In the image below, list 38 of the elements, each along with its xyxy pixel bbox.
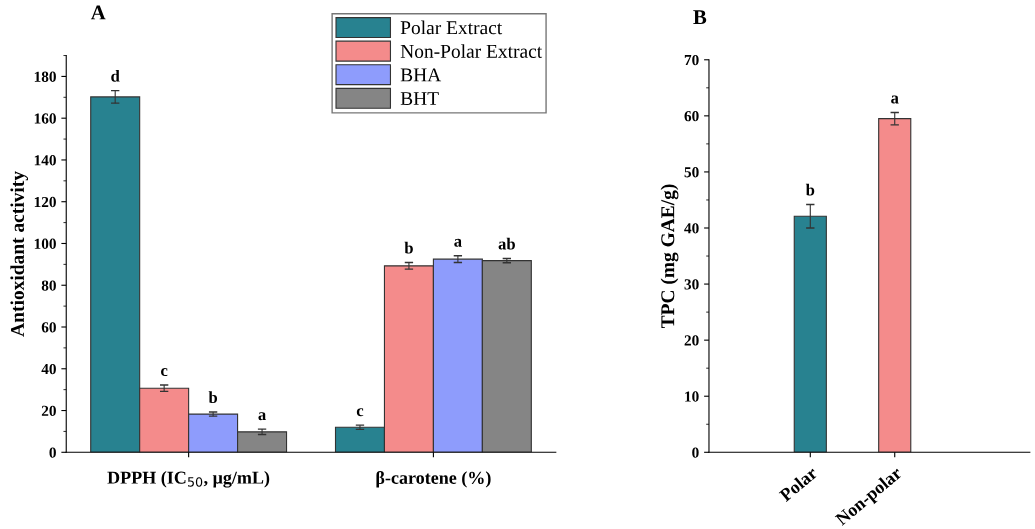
- y-tick-label: 50: [684, 167, 699, 178]
- y-tick-label: 60: [684, 110, 699, 122]
- y-tick-label: 20: [684, 335, 699, 346]
- chart-title: B: [693, 10, 707, 24]
- y-tick-label: 80: [41, 280, 56, 291]
- data-label: c: [161, 368, 168, 377]
- y-tick-label: 160: [34, 113, 56, 124]
- legend-label: Polar Extract: [400, 20, 503, 35]
- y-tick-label: 0: [49, 447, 56, 458]
- data-label: a: [454, 238, 462, 247]
- data-label: ab: [498, 237, 515, 250]
- legend-label: BHT: [400, 92, 439, 105]
- y-tick-label: 60: [41, 322, 56, 333]
- legend-label: BHA: [400, 68, 442, 82]
- x-tick-label: DPPH (IC$_{50}$, μg/mL): [107, 471, 270, 488]
- legend-label: Non-Polar Extract: [400, 44, 543, 58]
- y-tick-label: 70: [684, 54, 699, 66]
- y-tick-label: 10: [685, 391, 699, 402]
- y-tick-label: 100: [34, 238, 56, 249]
- data-label: d: [111, 69, 120, 82]
- y-tick-label: 120: [34, 196, 56, 208]
- data-label: c: [356, 408, 364, 417]
- y-tick-label: 20: [41, 405, 56, 416]
- y-tick-label: 140: [34, 155, 56, 166]
- y-tick-label: 180: [34, 71, 56, 82]
- chart-title: A: [90, 5, 106, 20]
- data-label: b: [404, 241, 413, 254]
- data-label: b: [805, 183, 815, 196]
- y-tick-label: 40: [684, 223, 699, 234]
- y-axis-title: TPC (mg GAE/g): [660, 184, 679, 329]
- x-tick-label: β-carotene (%): [376, 471, 491, 488]
- y-tick-label: 0: [692, 447, 699, 458]
- data-label: b: [208, 391, 218, 404]
- y-axis-title: Antioxidant activity: [10, 171, 29, 337]
- data-label: a: [891, 95, 899, 104]
- y-tick-label: 40: [41, 363, 56, 375]
- data-label: a: [258, 412, 266, 421]
- y-tick-label: 30: [684, 279, 699, 290]
